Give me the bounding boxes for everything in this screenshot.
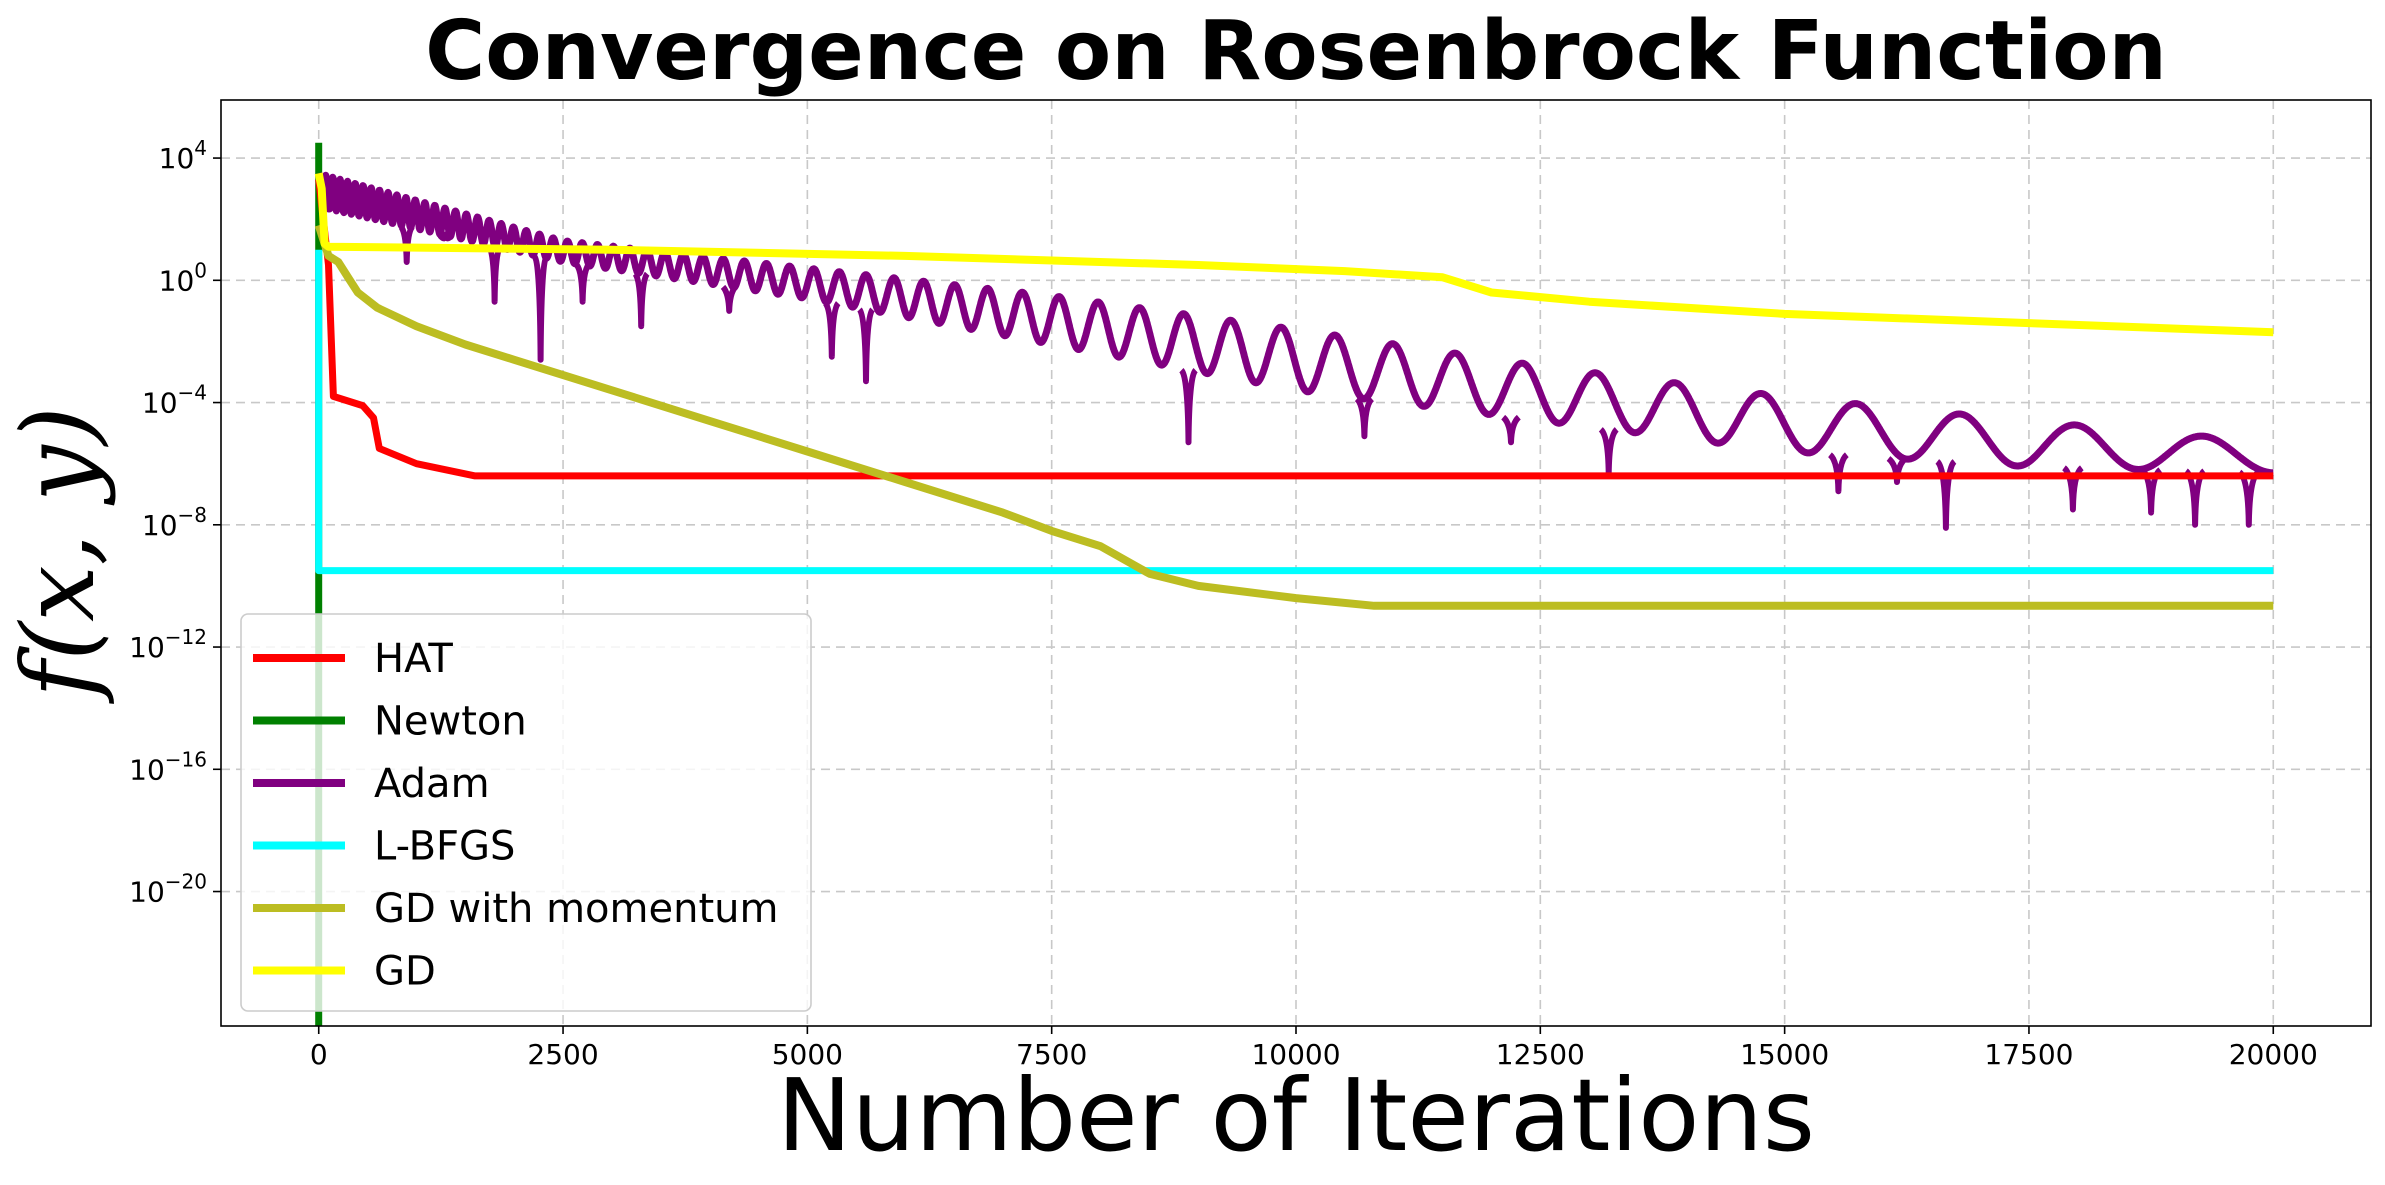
adam-dip <box>1178 368 1199 446</box>
x-tick-label: 12500 <box>1496 1038 1585 1071</box>
adam-dip <box>720 284 738 314</box>
adam-dip <box>1886 456 1908 485</box>
adam-dip <box>2237 469 2261 528</box>
y-tick-label: 104 <box>159 136 207 175</box>
y-tick-label: 10−4 <box>142 381 207 420</box>
legend-item: Newton <box>253 699 527 745</box>
legend: HAT Newton Adam L-BFGS GD with momentum GD <box>240 613 812 1012</box>
legend-item: Adam <box>253 761 490 807</box>
adam-dip <box>856 307 876 385</box>
legend-item: HAT <box>253 636 453 682</box>
x-tick-label: 15000 <box>1740 1038 1829 1071</box>
adam-dip <box>1827 452 1849 495</box>
adam-dip <box>822 301 841 360</box>
legend-item: GD with momentum <box>253 886 778 932</box>
legend-box <box>240 613 812 1012</box>
x-axis-label: Number of Iterations <box>777 1057 1815 1174</box>
legend-label: L-BFGS <box>374 824 515 870</box>
adam-dip <box>632 271 650 330</box>
x-tick-label: 10000 <box>1251 1038 1340 1071</box>
series-line-adam <box>315 171 2277 477</box>
legend-label: Adam <box>374 761 490 807</box>
legend-label: GD with momentum <box>374 886 778 932</box>
y-tick-label: 10−20 <box>129 870 207 909</box>
adam-dip <box>1501 414 1521 446</box>
adam-dip <box>1598 427 1619 476</box>
x-tick-label: 0 <box>310 1038 328 1071</box>
adam-dip <box>1354 396 1375 440</box>
legend-label: GD <box>374 949 436 995</box>
tick-layer: 0 2500 5000 7500 10000 12500 15000 17500 20000 10… <box>129 136 2318 1071</box>
adam-dip <box>398 224 415 265</box>
x-tick-label: 7500 <box>1016 1038 1087 1071</box>
x-tick-label: 20000 <box>2229 1038 2318 1071</box>
y-tick-label: 100 <box>159 258 207 297</box>
adam-dip <box>1935 459 1957 531</box>
legend-item: GD <box>253 949 436 995</box>
adam-dip <box>532 254 550 363</box>
y-tick-label: 10−12 <box>129 625 207 664</box>
legend-item: L-BFGS <box>253 824 515 870</box>
adam-dip <box>437 231 454 242</box>
series-layer <box>314 142 2277 1026</box>
adam-dip <box>486 244 504 305</box>
legend-label: Newton <box>374 699 527 745</box>
x-tick-label: 2500 <box>527 1038 598 1071</box>
series-line-l-bfgs <box>315 249 2274 575</box>
chart-title: Convergence on Rosenbrock Function <box>425 4 2167 99</box>
x-tick-label: 17500 <box>1984 1038 2073 1071</box>
series-line-gd-with-momentum <box>314 224 2274 610</box>
series-line-gd <box>314 172 2274 337</box>
y-tick-label: 10−8 <box>142 503 207 542</box>
series-line-hat <box>315 179 2274 480</box>
adam-dip <box>574 262 591 305</box>
legend-label: HAT <box>374 636 453 682</box>
y-tick-label: 10−16 <box>129 747 207 786</box>
x-tick-label: 5000 <box>772 1038 843 1071</box>
y-axis-label: f(x, y) <box>0 406 117 705</box>
